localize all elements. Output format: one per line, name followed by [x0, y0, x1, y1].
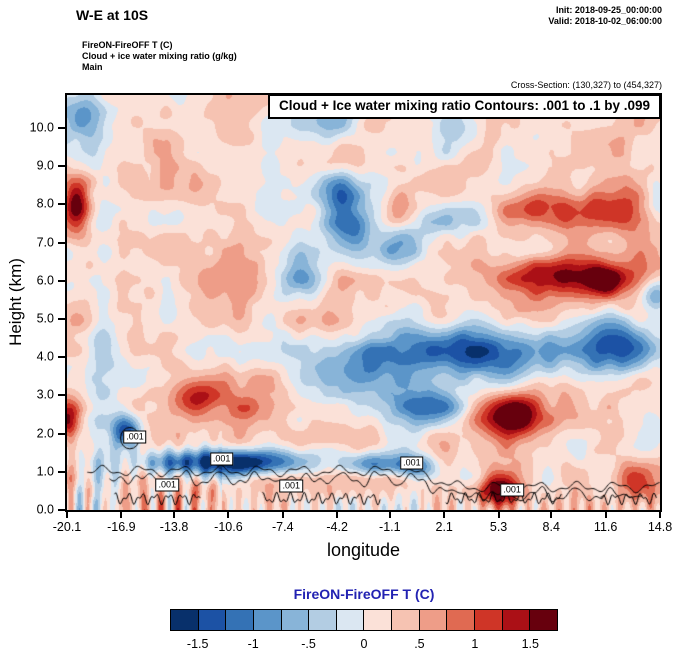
x-tick-mark	[227, 512, 230, 518]
y-tick-label: 4.0	[36, 349, 54, 364]
colorbar-cell	[475, 610, 503, 630]
plot-area: Cloud + Ice water mixing ratio Contours:…	[65, 93, 662, 512]
y-tick-mark	[58, 165, 65, 168]
colorbar-title: FireON-FireOFF T (C)	[293, 586, 435, 602]
y-tick-mark	[58, 356, 65, 359]
y-tick-label: 0.0	[36, 502, 54, 517]
field-diff-label: FireON-FireOFF T (C)	[82, 40, 173, 50]
y-tick-label: 5.0	[36, 311, 54, 326]
contour-value-label: .001	[155, 478, 179, 492]
plot-title-box: Cloud + Ice water mixing ratio Contours:…	[268, 94, 661, 119]
x-tick-mark	[604, 512, 607, 518]
colorbar-cell	[226, 610, 254, 630]
contour-value-label: .001	[500, 483, 524, 497]
x-tick-label: -10.6	[214, 520, 243, 534]
contour-value-label: .001	[209, 452, 234, 466]
y-tick-label: 10.0	[29, 120, 54, 135]
y-tick-label: 2.0	[36, 426, 54, 441]
x-tick-label: 14.8	[647, 520, 673, 534]
colorbar-cell	[364, 610, 393, 630]
x-tick-mark	[497, 512, 500, 518]
colorbar-tick-label: -1	[247, 637, 259, 651]
colorbar-tick-label: .5	[414, 637, 425, 651]
colorbar-cell	[281, 610, 310, 630]
field-cloud-label: Cloud + ice water mixing ratio (g/kg)	[82, 51, 237, 61]
valid-time-label: Valid: 2018-10-02_06:00:00	[548, 16, 662, 26]
colorbar-cell	[392, 610, 420, 630]
colorbar-cell	[253, 610, 282, 630]
x-tick-label: 11.6	[593, 520, 618, 534]
colorbar-cell	[309, 610, 337, 630]
x-tick-label: -16.9	[107, 520, 136, 534]
y-tick-label: 6.0	[36, 273, 54, 288]
y-tick-mark	[58, 203, 65, 206]
y-tick-mark	[58, 509, 65, 511]
y-tick-label: 3.0	[36, 388, 54, 403]
colorbar-cell	[502, 610, 531, 630]
y-tick-mark	[58, 394, 65, 397]
colorbar-cell	[336, 610, 365, 630]
contour-value-label: .001	[400, 456, 424, 470]
x-tick-label: -1.1	[379, 520, 401, 534]
y-tick-mark	[58, 432, 65, 435]
contour-value-label: .001	[123, 430, 147, 444]
y-axis-title: Height (km)	[6, 258, 25, 346]
x-axis-title: longitude	[326, 540, 401, 560]
y-tick-mark	[58, 317, 65, 320]
section-title: W-E at 10S	[76, 7, 149, 23]
colorbar-cell	[198, 610, 227, 630]
colorbar-tick-label: 1.5	[521, 637, 539, 651]
y-tick-label: 8.0	[36, 197, 54, 212]
colorbar-tick-label: 1	[471, 637, 479, 651]
init-time-label: Init: 2018-09-25_00:00:00	[555, 5, 662, 15]
colorbar-cell	[530, 610, 557, 630]
y-tick-label: 1.0	[36, 464, 54, 479]
x-tick-mark	[120, 512, 123, 518]
x-tick-mark	[550, 512, 553, 518]
contour-value-label: .001	[279, 479, 304, 493]
x-tick-label: -13.8	[159, 520, 189, 534]
colorbar-tick-label: -.5	[301, 637, 316, 651]
colorbar-cell	[171, 610, 199, 630]
x-tick-mark	[388, 512, 391, 518]
y-tick-mark	[58, 279, 65, 282]
x-tick-label: -7.4	[272, 520, 294, 534]
y-tick-mark	[58, 241, 65, 244]
colorbar	[170, 609, 558, 631]
x-tick-label: -20.1	[52, 520, 82, 534]
x-tick-mark	[336, 512, 339, 518]
x-tick-label: 8.4	[542, 520, 560, 534]
colorbar-tick-label: 0	[360, 637, 368, 651]
y-tick-label: 9.0	[36, 158, 54, 173]
field-domain-label: Main	[82, 62, 103, 72]
plot-title-text: Cloud + Ice water mixing ratio Contours:…	[279, 98, 650, 113]
x-tick-label: 2.1	[435, 520, 453, 534]
x-tick-mark	[66, 512, 68, 518]
contour-field-canvas	[67, 95, 660, 510]
colorbar-cell	[447, 610, 476, 630]
x-tick-mark	[659, 512, 661, 518]
cross-section-coords-label: Cross-Section: (130,327) to (454,327)	[510, 80, 662, 90]
y-tick-mark	[58, 126, 65, 129]
x-tick-label: -4.2	[326, 520, 348, 534]
x-tick-label: 5.3	[489, 520, 508, 534]
x-tick-mark	[443, 512, 446, 518]
x-tick-mark	[173, 512, 176, 518]
colorbar-cell	[419, 610, 448, 630]
x-tick-mark	[281, 512, 284, 518]
colorbar-tick-label: -1.5	[186, 637, 209, 651]
y-tick-mark	[58, 470, 65, 473]
y-tick-label: 7.0	[36, 235, 54, 250]
